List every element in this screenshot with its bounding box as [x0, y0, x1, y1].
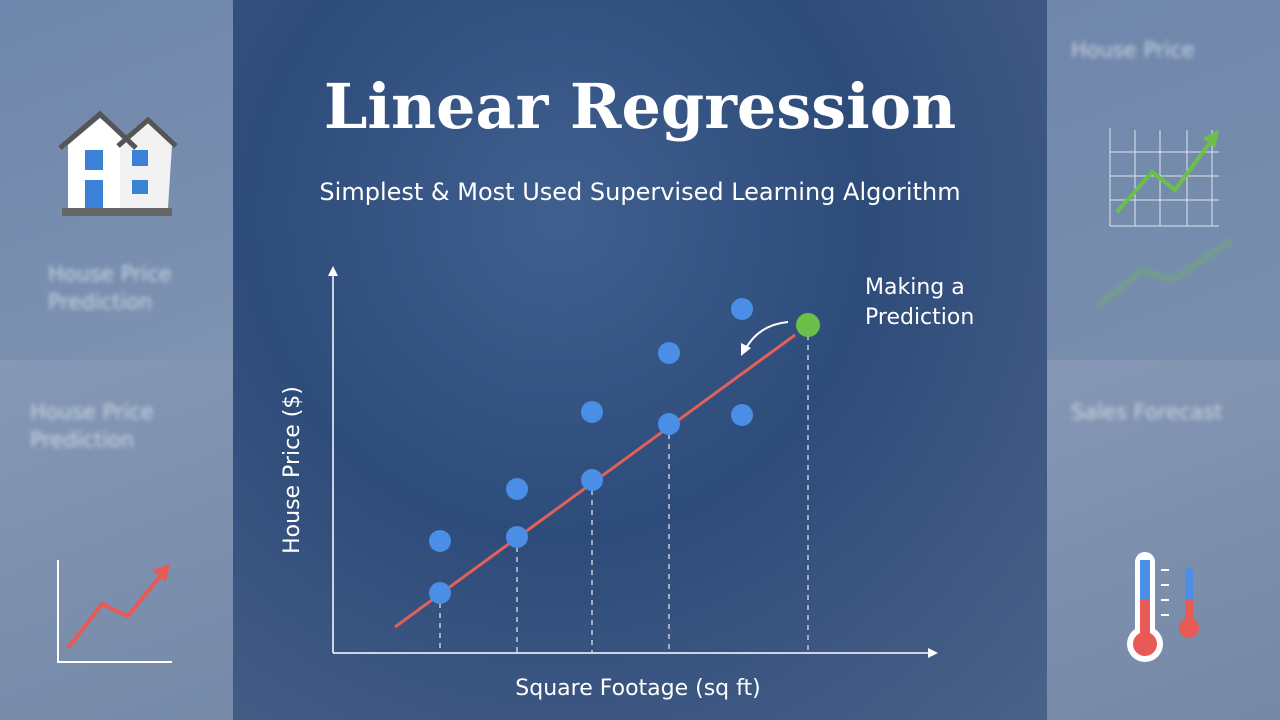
regression-illustration: Linear Regression Simplest & Most Used S…	[280, 70, 974, 701]
annotation: Prediction	[865, 305, 974, 330]
x-axis-label: Square Footage (sq ft)	[515, 676, 760, 701]
panel-text: House Price Prediction	[48, 262, 172, 314]
main-panel: Linear Regression Simplest & Most Used S…	[233, 0, 1047, 720]
panel-text: House Price	[1071, 38, 1195, 62]
left-top-panel: House Price Prediction	[0, 0, 233, 360]
prediction-point	[796, 313, 820, 337]
left-bottom-panel: House Price Prediction	[0, 360, 233, 720]
y-axis-label: House Price ($)	[280, 386, 305, 554]
annotation: Making a	[865, 275, 965, 300]
arrow	[741, 343, 751, 356]
arrow	[928, 648, 938, 658]
house-icon	[58, 110, 178, 216]
chart-icon	[1097, 128, 1234, 307]
points	[429, 298, 753, 604]
panel-text: Sales Forecast	[1071, 400, 1223, 424]
panel-text: House Price Prediction	[30, 400, 154, 452]
subtitle: Simplest & Most Used Supervised Learning…	[319, 178, 960, 206]
right-top-panel: House Price	[1047, 0, 1280, 360]
arrow	[328, 266, 338, 276]
title: Linear Regression	[324, 70, 956, 143]
axes	[332, 272, 933, 654]
thermometer-icon	[1127, 552, 1199, 662]
right-bottom-panel: Sales Forecast	[1047, 360, 1280, 720]
trend-icon	[57, 560, 172, 663]
dashed-lines	[439, 325, 809, 653]
arrow	[744, 321, 789, 351]
